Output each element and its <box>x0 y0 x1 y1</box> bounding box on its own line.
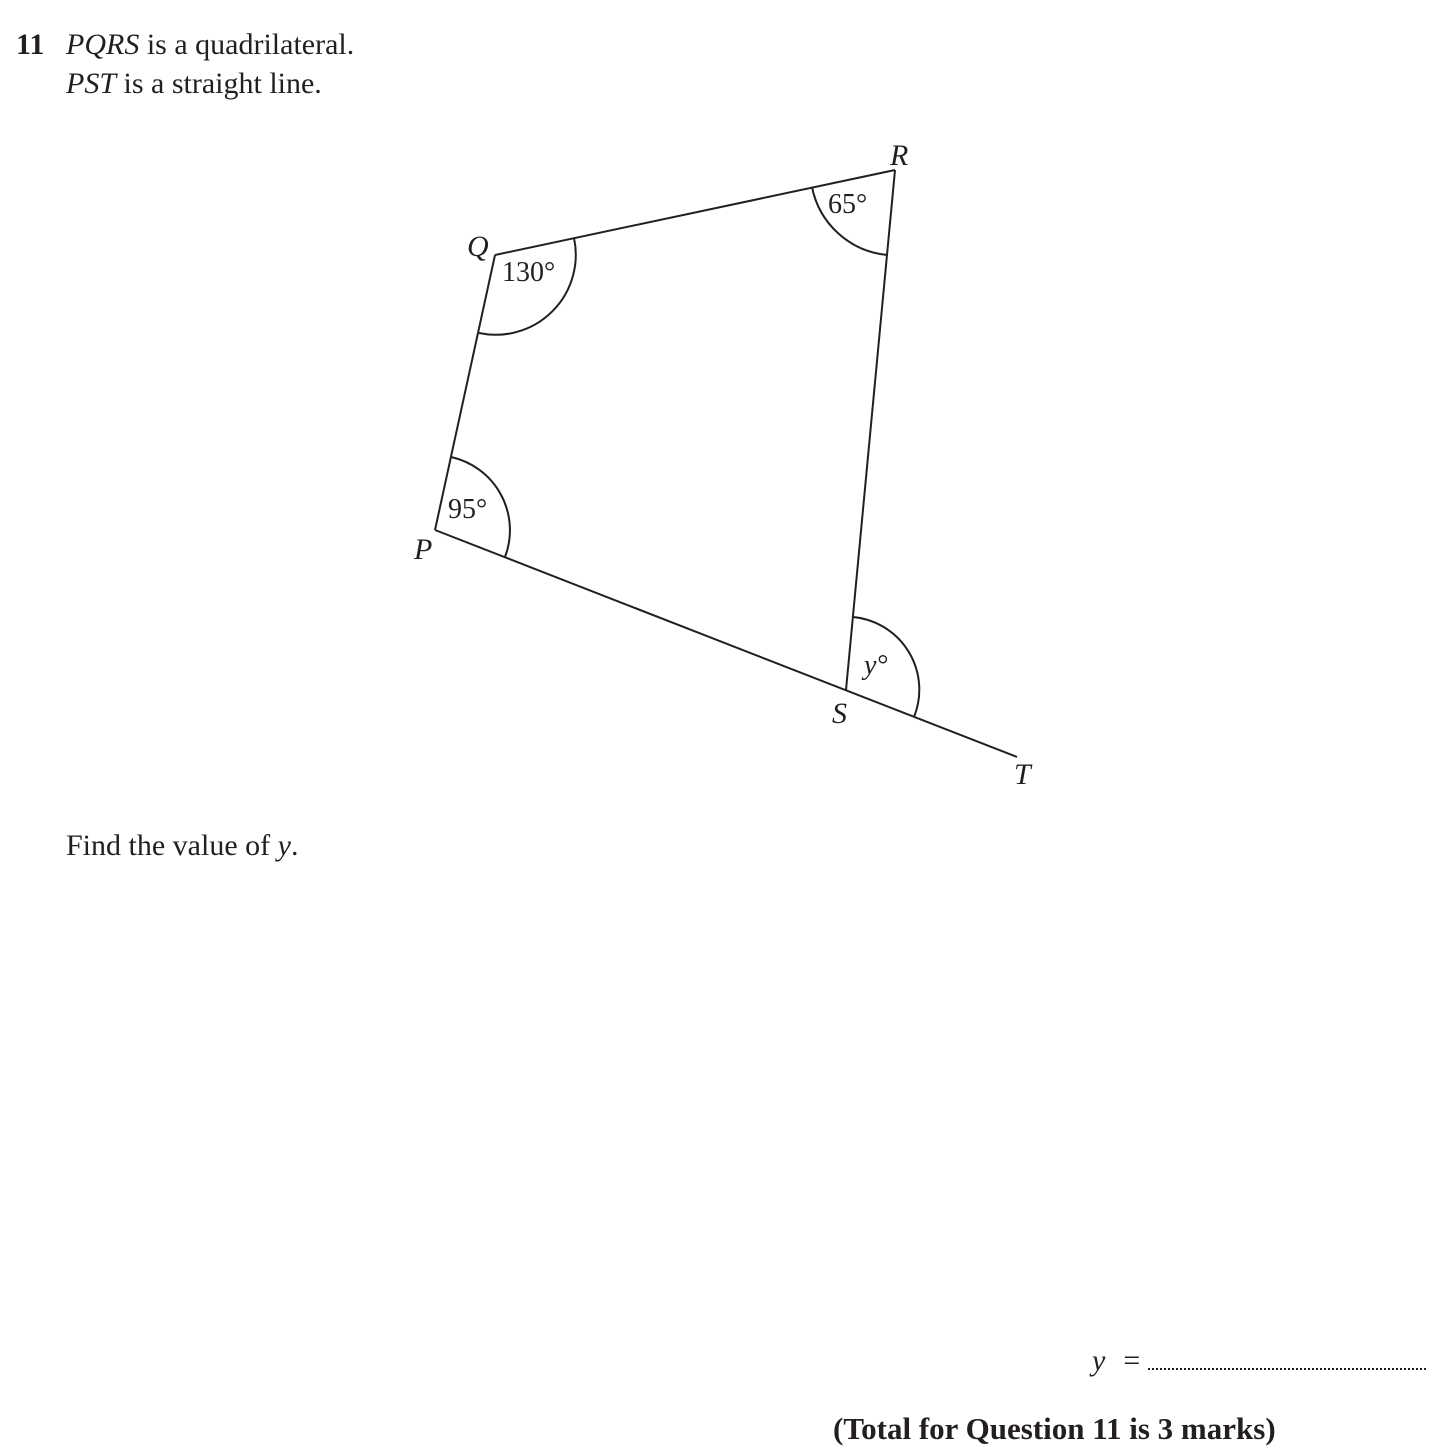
vertex-label-t: T <box>1014 758 1033 791</box>
question-prompt: Find the value of y. <box>66 829 298 863</box>
angle-label-p: 95° <box>448 494 487 525</box>
answer-variable: y <box>1092 1344 1106 1377</box>
stem-text-2: is a straight line. <box>116 67 322 100</box>
question-stem-line-1: PQRS is a quadrilateral. <box>66 28 354 62</box>
question-stem-line-2: PST is a straight line. <box>66 67 322 101</box>
vertex-label-r: R <box>889 139 908 172</box>
side-qr <box>494 169 896 256</box>
side-pq <box>434 254 496 531</box>
line-pst <box>434 529 1018 758</box>
answer-blank[interactable] <box>1148 1368 1427 1370</box>
question-number: 11 <box>16 28 45 61</box>
angle-label-q: 130° <box>502 257 555 288</box>
vertex-label-s: S <box>832 697 847 730</box>
prompt-text: Find the value of <box>66 829 278 862</box>
prompt-variable: y <box>277 829 291 862</box>
angle-arc-q <box>478 237 577 336</box>
angle-label-y: y° <box>861 650 888 681</box>
answer-line: y = <box>1092 1344 1427 1378</box>
question-total-marks: (Total for Question 11 is 3 marks) <box>833 1411 1276 1446</box>
answer-equals: = <box>1123 1344 1141 1377</box>
stem-text-1: is a quadrilateral. <box>139 28 355 61</box>
angle-arc-p <box>450 456 511 558</box>
side-rs <box>845 169 896 691</box>
vertex-label-p: P <box>413 533 432 566</box>
prompt-end: . <box>290 829 299 862</box>
angle-arc-r <box>811 186 888 256</box>
angle-label-r: 65° <box>828 189 867 220</box>
line-name-pst: PST <box>66 67 117 100</box>
shape-name-pqrs: PQRS <box>66 28 140 61</box>
angle-arc-y <box>852 616 921 718</box>
vertex-label-q: Q <box>467 230 489 263</box>
